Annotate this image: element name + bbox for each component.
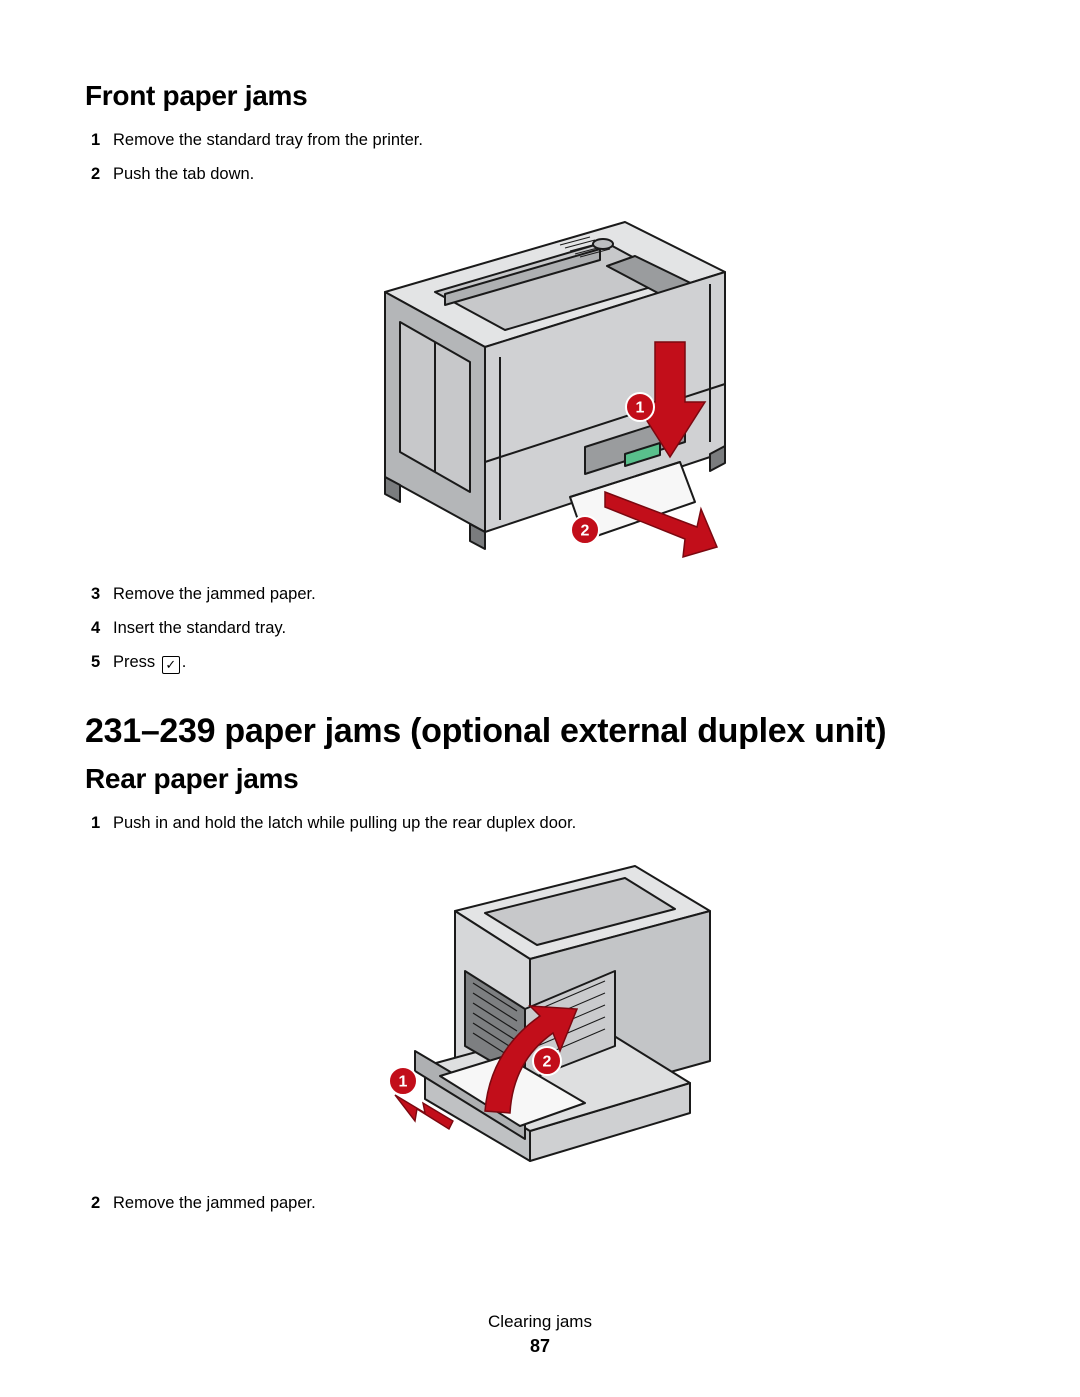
step-number: 3	[91, 580, 105, 608]
step-number: 2	[91, 1189, 105, 1217]
footer-section-name: Clearing jams	[0, 1312, 1080, 1332]
step-text: Press ✓.	[113, 648, 186, 676]
step-text: Remove the jammed paper.	[113, 1189, 316, 1217]
svg-text:2: 2	[543, 1054, 552, 1071]
step-number: 1	[91, 126, 105, 154]
step-number: 4	[91, 614, 105, 642]
step-text: Push the tab down.	[113, 160, 254, 188]
step-text-post: .	[182, 653, 187, 671]
callout-2: 2	[533, 1047, 561, 1075]
svg-text:1: 1	[636, 400, 645, 417]
step-number: 5	[91, 648, 105, 676]
printer-front-illustration: 1 2	[325, 202, 755, 562]
step-text: Insert the standard tray.	[113, 614, 286, 642]
svg-text:2: 2	[581, 523, 590, 540]
list-item: 5 Press ✓.	[91, 648, 995, 676]
footer-page-number: 87	[0, 1336, 1080, 1357]
printer-rear-illustration: 1 2	[355, 851, 725, 1171]
heading-rear-paper-jams: Rear paper jams	[85, 763, 995, 795]
page-footer: Clearing jams 87	[0, 1312, 1080, 1357]
step-text: Push in and hold the latch while pulling…	[113, 809, 576, 837]
list-item: 1 Push in and hold the latch while pulli…	[91, 809, 995, 837]
figure-printer-front: 1 2	[85, 202, 995, 562]
list-item: 2 Push the tab down.	[91, 160, 995, 188]
list-item: 1 Remove the standard tray from the prin…	[91, 126, 995, 154]
svg-text:1: 1	[399, 1074, 408, 1091]
heading-231-239: 231–239 paper jams (optional external du…	[85, 712, 995, 751]
figure-printer-rear-duplex: 1 2	[85, 851, 995, 1171]
list-item: 2 Remove the jammed paper.	[91, 1189, 995, 1217]
step-text: Remove the standard tray from the printe…	[113, 126, 423, 154]
heading-front-paper-jams: Front paper jams	[85, 80, 995, 112]
list-item: 4 Insert the standard tray.	[91, 614, 995, 642]
document-page: Front paper jams 1 Remove the standard t…	[0, 0, 1080, 1263]
step-text-pre: Press	[113, 653, 160, 671]
step-text: Remove the jammed paper.	[113, 580, 316, 608]
step-number: 1	[91, 809, 105, 837]
callout-1: 1	[389, 1067, 417, 1095]
step-number: 2	[91, 160, 105, 188]
check-button-icon: ✓	[162, 656, 180, 674]
list-item: 3 Remove the jammed paper.	[91, 580, 995, 608]
callout-2: 2	[571, 516, 599, 544]
callout-1: 1	[626, 393, 654, 421]
